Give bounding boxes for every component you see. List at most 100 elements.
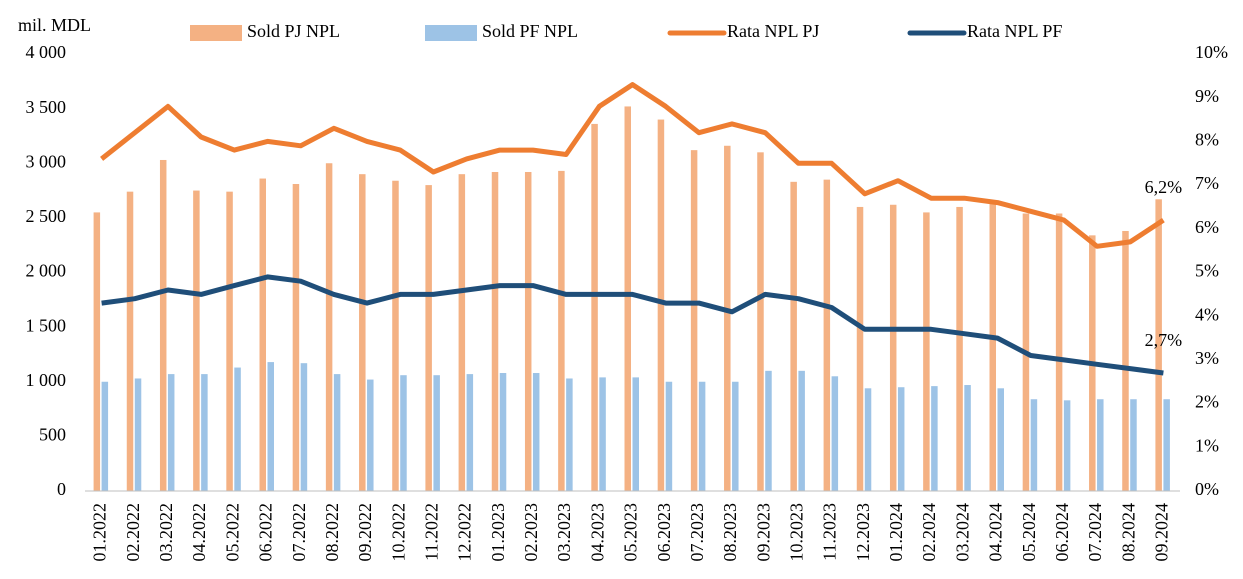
bar: [931, 386, 938, 491]
y2-tick-label: 9%: [1195, 86, 1219, 106]
x-tick-label: 10.2023: [787, 503, 807, 562]
bar: [1163, 399, 1170, 491]
x-tick-label: 11.2023: [820, 503, 840, 561]
y-tick-label: 1 500: [26, 315, 67, 335]
bar: [234, 367, 241, 491]
bar: [134, 378, 142, 491]
bar: [1155, 199, 1162, 492]
x-tick-label: 06.2022: [256, 503, 276, 562]
x-tick-label: 08.2023: [720, 503, 740, 562]
bar: [259, 178, 266, 492]
bar: [491, 171, 499, 492]
bar: [757, 152, 764, 491]
y-axis-label: mil. MDL: [18, 15, 91, 35]
y-tick-label: 4 000: [26, 42, 67, 62]
y2-tick-label: 6%: [1195, 217, 1219, 237]
y2-tick-label: 3%: [1195, 348, 1219, 368]
bar: [400, 375, 407, 491]
y-tick-label: 0: [57, 479, 66, 499]
y2-tick-label: 10%: [1195, 42, 1228, 62]
bar: [425, 185, 432, 491]
x-tick-label: 05.2024: [1019, 503, 1039, 562]
x-tick-label: 02.2023: [521, 503, 541, 562]
y-tick-label: 3 500: [26, 97, 67, 117]
bar: [624, 106, 631, 491]
y2-tick-label: 4%: [1195, 304, 1219, 324]
bar: [93, 212, 101, 491]
x-tick-label: 12.2023: [853, 503, 873, 562]
bar: [193, 190, 200, 491]
bar: [300, 363, 308, 491]
legend-label: Rata NPL PF: [967, 21, 1062, 41]
y-tick-label: 1 000: [26, 370, 67, 390]
y-tick-label: 3 000: [26, 151, 67, 171]
x-tick-label: 07.2024: [1085, 503, 1105, 562]
bar: [823, 179, 831, 491]
bar: [897, 387, 905, 491]
x-tick-label: 05.2023: [621, 503, 641, 562]
bar: [466, 374, 474, 491]
bar: [1063, 400, 1071, 491]
bar: [1030, 399, 1038, 491]
x-tick-label: 02.2024: [919, 503, 939, 562]
bar: [923, 212, 930, 491]
bar: [367, 379, 374, 491]
bar: [524, 171, 532, 492]
x-tick-label: 01.2023: [488, 503, 508, 562]
bar: [499, 373, 507, 491]
x-tick-label: 06.2024: [1052, 503, 1072, 562]
bar: [989, 203, 996, 492]
bar: [856, 206, 864, 491]
bar: [292, 184, 300, 491]
y-tick-label: 2 000: [26, 261, 67, 281]
bar: [665, 381, 673, 491]
x-tick-label: 02.2022: [123, 503, 143, 562]
bar: [1055, 213, 1063, 491]
x-tick-label: 03.2022: [156, 503, 176, 562]
x-tick-label: 05.2022: [222, 503, 242, 562]
y2-tick-label: 5%: [1195, 261, 1219, 281]
bar: [392, 180, 399, 492]
bar: [333, 374, 341, 491]
bar: [532, 373, 540, 491]
bar: [956, 206, 963, 491]
x-tick-label: 06.2023: [654, 503, 674, 562]
bar: [765, 370, 772, 491]
x-tick-label: 01.2022: [90, 503, 110, 562]
x-tick-label: 08.2024: [1118, 503, 1138, 562]
bar: [226, 191, 233, 491]
y2-tick-label: 1%: [1195, 435, 1219, 455]
y2-tick-label: 8%: [1195, 130, 1219, 150]
bar: [864, 388, 872, 491]
bar: [566, 378, 573, 491]
bar: [101, 381, 109, 491]
bar: [201, 374, 208, 491]
x-tick-label: 04.2023: [587, 503, 607, 562]
data-label: 2,7%: [1145, 330, 1183, 350]
bar: [732, 381, 739, 491]
x-tick-label: 10.2022: [388, 503, 408, 562]
x-tick-label: 12.2022: [455, 503, 475, 562]
bar: [359, 174, 366, 492]
bar: [1097, 399, 1104, 491]
legend-label: Sold PJ NPL: [247, 21, 340, 41]
x-tick-label: 04.2022: [189, 503, 209, 562]
bar: [798, 370, 805, 491]
y2-tick-label: 0%: [1195, 479, 1219, 499]
bar: [267, 362, 274, 491]
bar: [1130, 399, 1137, 491]
bar: [657, 119, 665, 492]
bar: [325, 163, 333, 491]
legend-label: Sold PF NPL: [482, 21, 578, 41]
bar: [167, 374, 175, 491]
bar: [889, 204, 897, 491]
x-tick-label: 08.2022: [322, 503, 342, 562]
x-tick-label: 07.2022: [289, 503, 309, 562]
y2-tick-label: 2%: [1195, 392, 1219, 412]
x-tick-label: 09.2024: [1152, 503, 1172, 562]
bar: [591, 123, 598, 492]
x-tick-label: 01.2024: [886, 503, 906, 562]
bar: [458, 174, 466, 492]
x-tick-label: 09.2023: [753, 503, 773, 562]
